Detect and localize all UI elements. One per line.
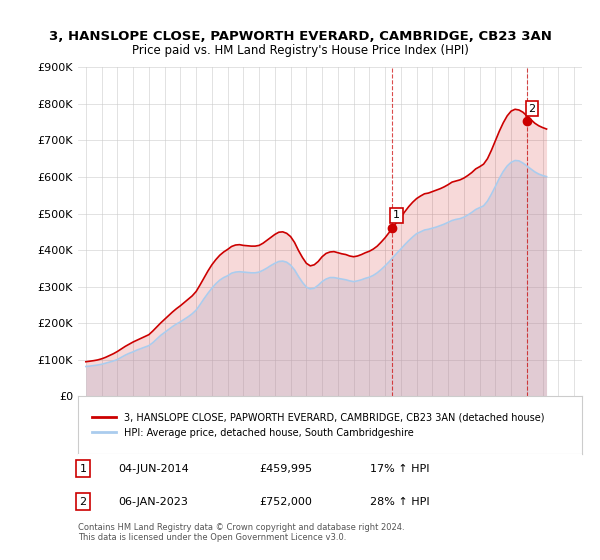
Text: 04-JUN-2014: 04-JUN-2014 [118,464,189,474]
Text: £459,995: £459,995 [259,464,313,474]
Text: 2: 2 [79,497,86,507]
Text: Contains HM Land Registry data © Crown copyright and database right 2024.
This d: Contains HM Land Registry data © Crown c… [78,523,404,542]
Legend: 3, HANSLOPE CLOSE, PAPWORTH EVERARD, CAMBRIDGE, CB23 3AN (detached house), HPI: : 3, HANSLOPE CLOSE, PAPWORTH EVERARD, CAM… [88,409,548,442]
Text: £752,000: £752,000 [259,497,313,507]
Text: Price paid vs. HM Land Registry's House Price Index (HPI): Price paid vs. HM Land Registry's House … [131,44,469,57]
Text: 1: 1 [80,464,86,474]
Text: 17% ↑ HPI: 17% ↑ HPI [370,464,430,474]
Text: 28% ↑ HPI: 28% ↑ HPI [370,497,430,507]
Text: 1: 1 [393,211,400,221]
Text: 06-JAN-2023: 06-JAN-2023 [118,497,188,507]
Text: 2: 2 [529,104,535,114]
Text: 3, HANSLOPE CLOSE, PAPWORTH EVERARD, CAMBRIDGE, CB23 3AN: 3, HANSLOPE CLOSE, PAPWORTH EVERARD, CAM… [49,30,551,43]
